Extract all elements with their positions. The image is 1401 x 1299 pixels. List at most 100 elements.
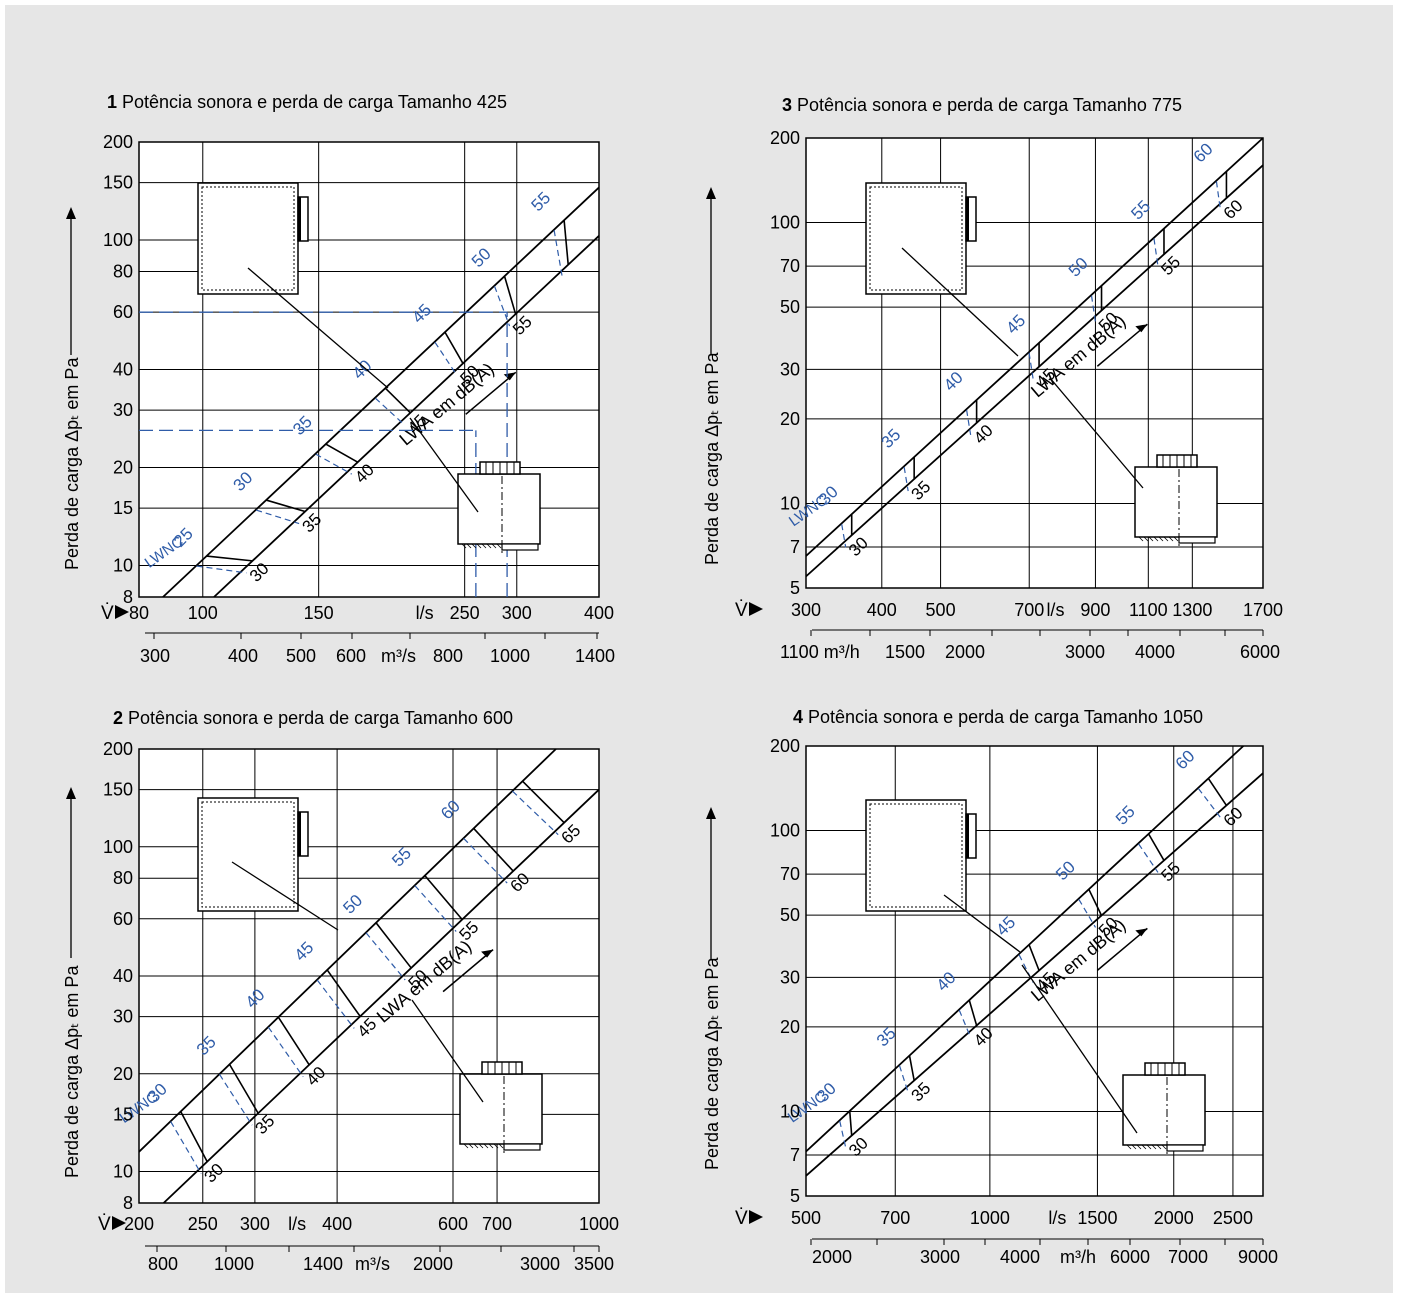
- level-tick: [1207, 777, 1228, 806]
- y-axis-label: Perda de carga Δpₜ em Pa: [62, 357, 82, 570]
- level-tick-blue: [463, 837, 508, 884]
- level-tick-blue: [255, 509, 300, 525]
- y-tick-label: 10: [113, 1162, 133, 1182]
- level-tick: [1028, 944, 1040, 971]
- hatch: [1148, 536, 1154, 542]
- y-tick-label: 7: [790, 1145, 800, 1165]
- x-tick-label: 500: [791, 1208, 821, 1228]
- level-tick-blue: [1138, 843, 1159, 873]
- hatch: [1138, 536, 1144, 542]
- hatch: [1158, 536, 1164, 542]
- secondary-tick-label: 1000: [490, 646, 530, 666]
- y-axis-arrowhead: [66, 787, 76, 799]
- secondary-tick-label: 1100 m³/h: [780, 642, 860, 662]
- leader-line: [943, 894, 1021, 953]
- unit-side-icon: [1134, 466, 1218, 538]
- cabinet-inner-frame: [201, 801, 295, 908]
- hatch: [1126, 1144, 1132, 1150]
- y-tick-label: 30: [113, 400, 133, 420]
- curve-lwnc: [805, 137, 1264, 557]
- level-tick: [277, 1016, 310, 1066]
- y-tick-label: 70: [780, 864, 800, 884]
- hatch: [478, 1143, 484, 1149]
- chart-title-text: Potência sonora e perda de carga Tamanho…: [128, 708, 513, 728]
- level-tick: [228, 1063, 259, 1114]
- y-tick-label: 10: [113, 555, 133, 575]
- y-axis-arrowhead: [66, 207, 76, 219]
- x-tick-label: 400: [584, 603, 614, 623]
- level-tick-blue: [493, 285, 511, 327]
- cabinet-side-edge: [966, 197, 969, 241]
- y-axis-arrowhead: [706, 807, 716, 819]
- hatch: [491, 543, 497, 549]
- y-tick-label: 100: [103, 230, 133, 250]
- hatch: [1153, 536, 1159, 542]
- leader-line: [411, 999, 484, 1103]
- y-tick-label: 10: [780, 493, 800, 513]
- secondary-tick-label: 1500: [885, 642, 925, 662]
- y-tick-label: 60: [113, 302, 133, 322]
- y-tick-label: 50: [780, 297, 800, 317]
- unit-base: [1178, 536, 1216, 544]
- unit-base: [1166, 1144, 1204, 1152]
- x-tick-label: 700: [880, 1208, 910, 1228]
- y-tick-label: 20: [780, 1017, 800, 1037]
- secondary-tick-label: m³/s: [355, 1254, 390, 1274]
- secondary-tick-label: 3000: [920, 1247, 960, 1267]
- level-tick: [265, 499, 306, 513]
- cabinet-side-edge: [966, 814, 969, 858]
- curve-lwnc: [138, 748, 557, 1153]
- chart-title: 2 Potência sonora e perda de carga Taman…: [113, 708, 513, 728]
- unit-side-icon: [1122, 1074, 1206, 1146]
- hatch: [471, 543, 477, 549]
- level-tick-blue: [374, 397, 405, 426]
- secondary-tick-label: 800: [433, 646, 463, 666]
- x-tick-label: 1000: [970, 1208, 1010, 1228]
- chart-number: 4: [793, 707, 808, 727]
- y-tick-label: 5: [790, 1186, 800, 1206]
- hatch: [1136, 1144, 1142, 1150]
- hatch: [496, 543, 502, 549]
- hatch: [1141, 1144, 1147, 1150]
- y-axis-label: Perda de carga Δpₜ em Pa: [702, 957, 722, 1170]
- y-tick-label: 40: [113, 966, 133, 986]
- level-tick: [848, 1110, 853, 1136]
- hatch: [488, 1143, 494, 1149]
- y-tick-label: 50: [780, 905, 800, 925]
- x-tick-label: 900: [1080, 600, 1110, 620]
- y-tick-label: 20: [780, 409, 800, 429]
- hatch: [1146, 1144, 1152, 1150]
- flow-arrow: [1096, 927, 1148, 971]
- chart-title-text: Potência sonora e perda de carga Tamanho…: [808, 707, 1203, 727]
- secondary-tick-label: 3000: [1065, 642, 1105, 662]
- leader-line: [1021, 964, 1138, 1134]
- chart-title: 1 Potência sonora e perda de carga Taman…: [107, 92, 507, 112]
- level-tick: [1088, 888, 1103, 916]
- secondary-tick-label: 4000: [1000, 1247, 1040, 1267]
- level-tick: [1147, 833, 1165, 861]
- vdot-symbol: V̇: [735, 1208, 748, 1229]
- vdot-arrow-icon: [115, 605, 129, 619]
- y-tick-label: 20: [113, 1064, 133, 1084]
- hatch: [1156, 1144, 1162, 1150]
- level-tick-blue: [1197, 788, 1221, 818]
- flow-arrowhead: [481, 949, 494, 958]
- level-tick: [521, 780, 565, 824]
- secondary-tick-label: 2000: [413, 1254, 453, 1274]
- secondary-tick-label: 3500: [574, 1254, 614, 1274]
- secondary-tick-label: m³/h: [1060, 1247, 1096, 1267]
- y-tick-label: 60: [113, 909, 133, 929]
- chart-title: 4 Potência sonora e perda de carga Taman…: [793, 707, 1203, 727]
- x-tick-label: 400: [867, 600, 897, 620]
- vdot-symbol: V̇: [98, 1214, 111, 1235]
- y-tick-label: 8: [123, 587, 133, 607]
- flow-arrowhead: [1135, 928, 1148, 937]
- curve-lwa: [213, 235, 600, 598]
- y-tick-label: 200: [103, 132, 133, 152]
- level-tick-blue: [903, 466, 909, 492]
- chart-number: 3: [782, 95, 797, 115]
- level-tick: [473, 827, 514, 872]
- leader-line: [901, 247, 1019, 357]
